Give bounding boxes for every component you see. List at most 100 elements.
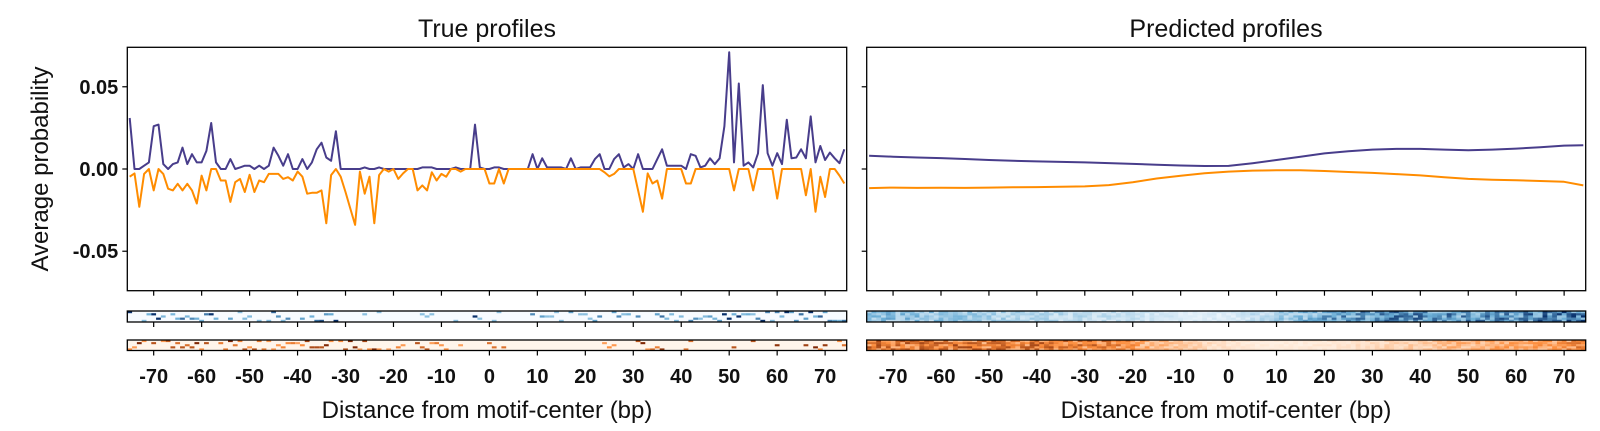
- heatmap-cell: [1274, 313, 1280, 316]
- heatmap-cell: [1077, 317, 1083, 320]
- x-tick-label: -60: [187, 366, 216, 388]
- heatmap-cell: [943, 315, 949, 318]
- heatmap-cell: [582, 313, 588, 316]
- heatmap-cell: [972, 346, 978, 349]
- heatmap-cell: [1269, 344, 1275, 347]
- heatmap-cell: [1216, 315, 1222, 318]
- heatmap-cell: [1576, 311, 1582, 314]
- heatmap-cell: [1513, 319, 1519, 323]
- heatmap-cell: [1312, 346, 1318, 349]
- heatmap-cell: [1518, 313, 1524, 316]
- heatmap-cell: [1029, 313, 1035, 316]
- heatmap-cell: [885, 315, 891, 318]
- heatmap-cell: [1250, 313, 1256, 316]
- heatmap-cell: [1149, 340, 1155, 343]
- heatmap-cell: [981, 340, 987, 343]
- heatmap-cell: [1226, 346, 1232, 349]
- heatmap-cell: [885, 340, 891, 343]
- heatmap-cell: [1566, 348, 1572, 351]
- heatmap-cell: [1532, 344, 1539, 347]
- heatmap-cell: [664, 317, 670, 320]
- heatmap-cell: [640, 342, 646, 345]
- heatmap-cell: [1494, 346, 1500, 349]
- heatmap-cell: [1125, 346, 1131, 349]
- heatmap-cell: [1393, 344, 1400, 347]
- x-tick-label: -70: [139, 366, 168, 388]
- heatmap-cell: [1192, 317, 1198, 320]
- heatmap-cell: [1384, 311, 1390, 314]
- heatmap-cell: [1044, 315, 1050, 318]
- heatmap-cell: [1197, 340, 1203, 343]
- heatmap-cell: [938, 315, 944, 318]
- heatmap-cell: [1398, 319, 1404, 323]
- heatmap-cell: [1485, 315, 1491, 318]
- heatmap-cell: [871, 315, 877, 318]
- heatmap-cell: [1365, 344, 1371, 347]
- heatmap-cell: [1355, 348, 1361, 351]
- heatmap-cell: [919, 315, 925, 318]
- heatmap-cell: [1456, 317, 1462, 320]
- heatmap-cell: [1413, 315, 1419, 318]
- heatmap-cell: [871, 317, 877, 320]
- heatmap-cell: [1058, 346, 1064, 349]
- heatmap-cell: [1154, 342, 1160, 345]
- heatmap-cell: [419, 346, 425, 349]
- heatmap-cell: [1571, 319, 1577, 323]
- heatmap-cell: [1307, 340, 1313, 343]
- heatmap-cell: [924, 317, 930, 320]
- heatmap-cell: [1326, 315, 1332, 318]
- heatmap-cell: [948, 346, 954, 349]
- heatmap-cell: [1293, 348, 1299, 351]
- heatmap-cell: [909, 319, 915, 323]
- heatmap-cell: [1408, 317, 1414, 320]
- heatmap-cell: [1183, 342, 1189, 345]
- heatmap-cell: [232, 344, 238, 347]
- heatmap-cell: [1580, 313, 1586, 316]
- heatmap-cell: [688, 340, 694, 343]
- heatmap-cell: [1115, 346, 1122, 349]
- heatmap-cell: [415, 342, 420, 345]
- heatmap-cell: [1370, 317, 1376, 320]
- heatmap-cell: [1293, 346, 1299, 349]
- heatmap-cell: [1408, 311, 1414, 314]
- heatmap-cell: [1331, 317, 1337, 320]
- heatmap-cell: [1547, 342, 1553, 345]
- heatmap-cell: [938, 317, 944, 320]
- heatmap-cell: [1461, 342, 1467, 345]
- heatmap-cell: [1465, 319, 1471, 323]
- heatmap-cell: [981, 315, 987, 318]
- heatmap-cell: [1168, 317, 1174, 320]
- heatmap-cell: [1523, 348, 1529, 351]
- heatmap-cell: [1187, 313, 1193, 316]
- heatmap-cell: [1571, 315, 1577, 318]
- heatmap-cell: [160, 340, 166, 343]
- heatmap-cell: [1384, 346, 1390, 349]
- heatmap-cell: [1250, 340, 1256, 343]
- heatmap-cell: [1307, 344, 1313, 347]
- heatmap-cell: [1331, 342, 1337, 345]
- heatmap-cell: [1048, 317, 1054, 320]
- heatmap-cell: [1096, 315, 1102, 318]
- heatmap-cell: [1187, 348, 1193, 351]
- heatmap-cell: [1322, 319, 1328, 323]
- heatmap-cell: [1106, 342, 1112, 345]
- heatmap-cell: [1096, 348, 1102, 351]
- heatmap-cell: [1326, 317, 1332, 320]
- heatmap-cell: [1207, 313, 1213, 316]
- heatmap-cell: [1173, 342, 1179, 345]
- heatmap-cell: [890, 315, 896, 318]
- heatmap-cell: [890, 311, 896, 314]
- heatmap-cell: [1115, 344, 1122, 347]
- heatmap-cell: [890, 317, 896, 320]
- heatmap-cell: [1480, 315, 1486, 318]
- x-tick-label: 0: [484, 366, 495, 388]
- heatmap-cell: [544, 315, 550, 318]
- heatmap-cell: [967, 348, 973, 351]
- heatmap-cell: [151, 342, 157, 345]
- heatmap-cell: [1446, 346, 1452, 349]
- heatmap-cell: [1197, 315, 1203, 318]
- heatmap-cell: [333, 319, 339, 322]
- heatmap-cell: [1178, 346, 1184, 349]
- heatmap-cell: [1259, 313, 1265, 316]
- heatmap-cell: [1139, 319, 1146, 323]
